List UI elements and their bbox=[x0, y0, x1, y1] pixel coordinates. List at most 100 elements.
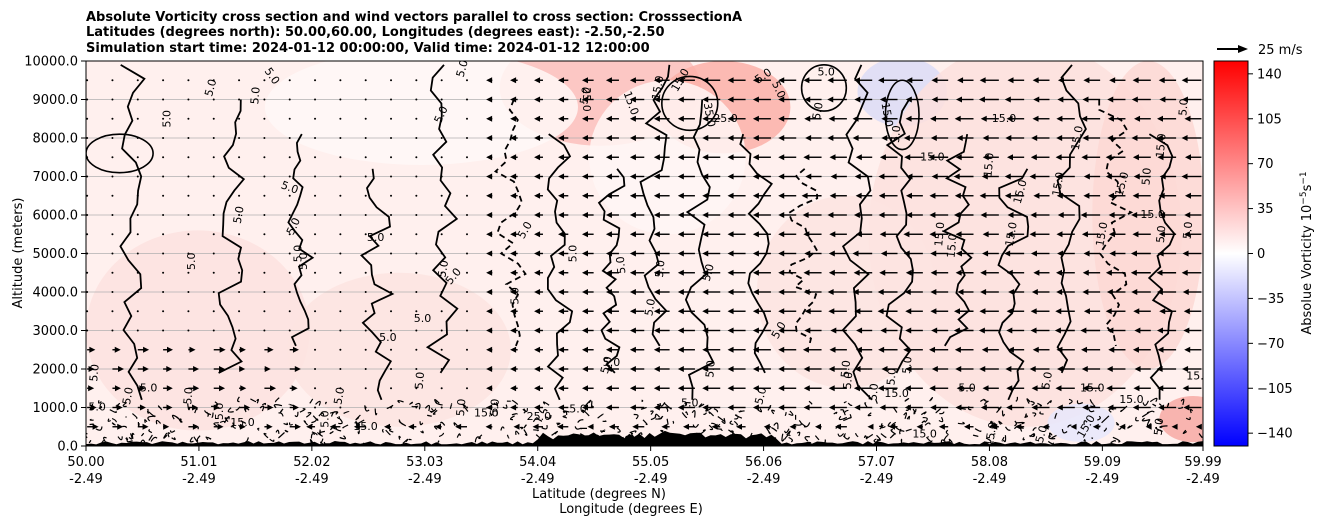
wind-vector-359 bbox=[1182, 289, 1202, 295]
wind-vector-27 bbox=[763, 423, 771, 430]
wind-vector-550 bbox=[339, 194, 342, 197]
wind-vector-223 bbox=[1157, 346, 1177, 353]
wind-vector-76 bbox=[854, 404, 873, 411]
wind-vector-633 bbox=[162, 156, 165, 159]
wind-vector-40 bbox=[1092, 423, 1101, 430]
wind-vector-574 bbox=[929, 192, 949, 199]
wind-vector-172 bbox=[1005, 366, 1025, 372]
wind-vector-14 bbox=[435, 423, 442, 430]
wind-vector-217 bbox=[1007, 346, 1025, 353]
wind-vector-656 bbox=[727, 154, 746, 161]
wind-vector-457 bbox=[263, 233, 266, 236]
wind-vector-384 bbox=[677, 269, 695, 276]
wind-vector-612 bbox=[752, 173, 771, 180]
wind-vector-207 bbox=[752, 346, 771, 353]
wind-vector-89 bbox=[1183, 404, 1202, 411]
wind-vector-717 bbox=[1131, 135, 1151, 141]
wind-vector-141 bbox=[239, 366, 246, 372]
contour-label-29: 5.0 bbox=[1176, 98, 1190, 117]
wind-vector-520 bbox=[702, 212, 721, 218]
wind-vector-45 bbox=[87, 404, 97, 411]
wind-vector-159 bbox=[677, 366, 695, 372]
wind-vector-703 bbox=[778, 135, 797, 141]
wind-vector-95 bbox=[213, 385, 226, 392]
wind-vector-75 bbox=[828, 404, 847, 411]
wind-vector-173 bbox=[1029, 366, 1050, 372]
wind-vectors bbox=[86, 77, 1202, 430]
wind-vector-2 bbox=[137, 423, 149, 430]
wind-vector-77 bbox=[879, 404, 898, 411]
x-tick-label-lat-4: 54.04 bbox=[519, 455, 556, 470]
wind-vector-405 bbox=[86, 252, 89, 255]
wind-vector-429 bbox=[677, 250, 695, 257]
wind-vector-838 bbox=[778, 77, 797, 84]
wind-vector-176 bbox=[1106, 366, 1126, 372]
wind-vector-193 bbox=[415, 348, 418, 351]
wind-vector-431 bbox=[727, 250, 746, 257]
wind-vector-522 bbox=[752, 212, 771, 218]
wind-vector-690 bbox=[465, 137, 468, 139]
wind-vector-444 bbox=[1057, 250, 1075, 257]
wind-vector-760 bbox=[1081, 115, 1101, 122]
wind-vector-371 bbox=[364, 271, 367, 274]
wind-vector-594 bbox=[314, 175, 317, 178]
wind-vector-447 bbox=[1130, 250, 1151, 257]
contour-loop-2 bbox=[884, 79, 920, 151]
wind-vector-660 bbox=[829, 154, 847, 161]
wind-vector-270 bbox=[86, 310, 89, 313]
wind-vector-260 bbox=[953, 327, 974, 334]
contour-line-6 bbox=[546, 133, 574, 401]
wind-vector-640 bbox=[339, 156, 342, 159]
contour-label-33: 15.0 bbox=[932, 221, 947, 247]
contour-label-3: 5.0 bbox=[248, 86, 262, 105]
y-tick-label-3: 3000.0 bbox=[33, 324, 79, 339]
wind-vector-427 bbox=[629, 250, 645, 257]
wind-vector-461 bbox=[364, 233, 367, 236]
wind-vector-750 bbox=[828, 115, 847, 122]
wind-vector-169 bbox=[931, 366, 949, 372]
wind-vector-66 bbox=[605, 404, 619, 411]
colorbar-gradient bbox=[1213, 60, 1249, 447]
wind-vector-130 bbox=[1082, 385, 1101, 392]
wind-vector-487 bbox=[1006, 231, 1025, 238]
wind-vector-34 bbox=[938, 423, 949, 430]
wind-vector-161 bbox=[727, 366, 746, 372]
wind-vector-828 bbox=[534, 77, 543, 84]
contour-label-41: 5.0 bbox=[297, 252, 310, 270]
wind-vector-852 bbox=[1132, 77, 1151, 84]
wind-vector-157 bbox=[629, 366, 645, 372]
contour-label-69: 15.0 bbox=[474, 406, 499, 419]
wind-vector-590 bbox=[212, 175, 215, 178]
wind-vector-546 bbox=[238, 194, 241, 197]
contour-label-85: 5.0 bbox=[1033, 424, 1050, 444]
wind-vector-120 bbox=[828, 385, 847, 392]
wind-vector-376 bbox=[486, 269, 493, 276]
contour-loop-1 bbox=[800, 64, 848, 112]
wind-vector-298 bbox=[778, 308, 797, 315]
wind-vector-337 bbox=[629, 289, 645, 295]
wind-vector-398 bbox=[1033, 269, 1050, 276]
wind-vector-795 bbox=[827, 96, 847, 103]
wind-vector-0 bbox=[87, 423, 99, 430]
wind-vector-87 bbox=[1132, 404, 1151, 411]
contour-label-58: 5.0 bbox=[87, 364, 101, 383]
wind-vector-224 bbox=[1184, 346, 1202, 353]
wind-vector-539 bbox=[1184, 212, 1202, 218]
wind-vector-707 bbox=[881, 135, 898, 141]
wind-vector-365 bbox=[212, 271, 215, 274]
wind-vector-206 bbox=[727, 346, 746, 353]
contour-label-42: 5.0 bbox=[185, 252, 198, 270]
wind-vector-657 bbox=[752, 154, 771, 161]
contour-label-31: 5.0 bbox=[1181, 221, 1195, 240]
wind-vector-698 bbox=[653, 135, 670, 141]
wind-vector-689 bbox=[440, 137, 443, 139]
wind-vector-777 bbox=[390, 98, 393, 101]
wind-vector-632 bbox=[136, 156, 139, 159]
wind-vector-817 bbox=[263, 79, 266, 82]
wind-vector-541 bbox=[111, 194, 114, 197]
wind-vector-60 bbox=[465, 406, 468, 409]
wind-vector-170 bbox=[955, 366, 974, 372]
wind-vector-422 bbox=[510, 250, 518, 257]
contour-label-81: 15.0 bbox=[1080, 381, 1105, 394]
wind-vector-62 bbox=[510, 404, 518, 411]
